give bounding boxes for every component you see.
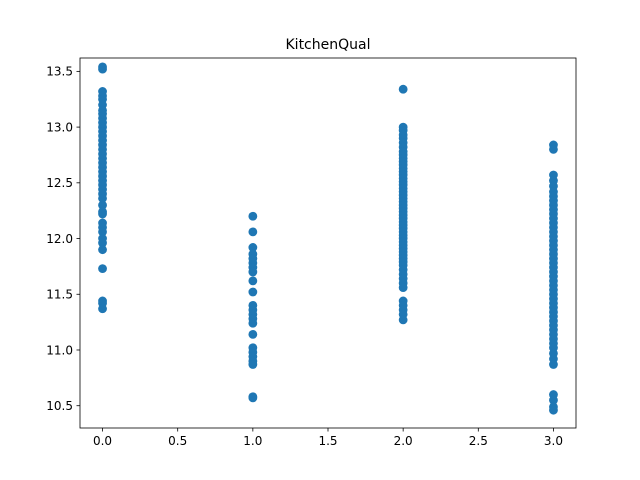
data-point: [248, 360, 258, 369]
y-tick-label: 12.5: [46, 176, 73, 190]
data-point: [98, 304, 107, 314]
data-point: [248, 227, 258, 237]
data-point: [549, 144, 558, 154]
chart-title: KitchenQual: [286, 37, 371, 53]
data-point: [549, 360, 558, 369]
y-tick-label: 11.5: [46, 288, 73, 302]
data-point: [549, 405, 558, 415]
x-tick-label: 2.0: [394, 434, 413, 448]
data-point: [98, 227, 107, 237]
data-point: [248, 329, 258, 339]
data-point: [398, 315, 408, 325]
x-tick-label: 1.5: [318, 434, 337, 448]
data-point: [98, 264, 107, 274]
data-point: [248, 243, 258, 252]
data-point: [398, 84, 408, 94]
scatter-points: [98, 62, 558, 415]
y-axis: 10.5 11.0 11.5 12.0 12.5 13.0 13.5: [46, 65, 80, 413]
y-tick-label: 10.5: [46, 399, 73, 413]
data-point: [98, 245, 107, 255]
x-tick-label: 0.0: [93, 434, 112, 448]
data-point: [98, 209, 107, 219]
data-point: [98, 238, 107, 248]
data-point: [248, 287, 258, 297]
data-point: [98, 194, 107, 203]
data-point: [248, 318, 258, 328]
data-point: [248, 211, 258, 221]
x-tick-label: 1.0: [243, 434, 262, 448]
data-point: [248, 267, 258, 277]
y-tick-label: 12.0: [46, 232, 73, 246]
x-axis: 0.0 0.5 1.0 1.5 2.0 2.5 3.0: [93, 428, 563, 448]
x-tick-label: 2.5: [469, 434, 488, 448]
x-tick-label: 0.5: [168, 434, 187, 448]
data-point: [549, 395, 558, 405]
data-point: [398, 283, 408, 292]
y-tick-label: 13.0: [46, 120, 73, 134]
data-point: [248, 393, 258, 403]
data-point: [248, 276, 258, 286]
data-point: [98, 64, 107, 74]
y-tick-label: 13.5: [46, 65, 73, 79]
data-point: [98, 200, 107, 210]
x-tick-label: 3.0: [544, 434, 563, 448]
y-tick-label: 11.0: [46, 343, 73, 357]
